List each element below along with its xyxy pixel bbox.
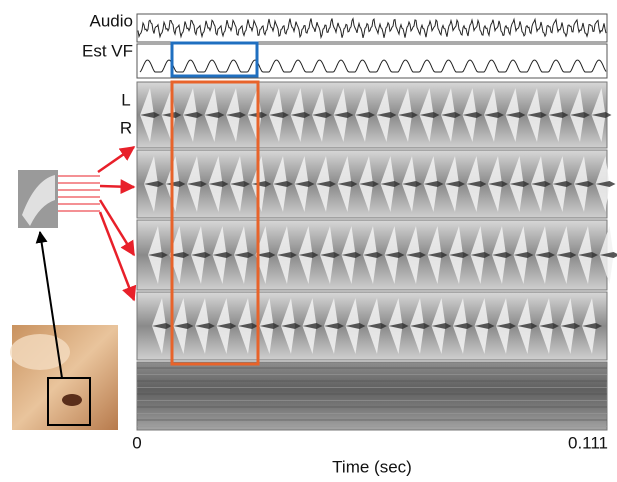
endoscopy-image <box>10 325 118 430</box>
red-arrows <box>98 147 134 300</box>
scan-lines <box>58 176 100 211</box>
x-tick-start: 0 <box>132 433 141 452</box>
est-vf-label: Est VF <box>82 41 133 60</box>
figure: Audio Est VF L R 0 0.111 Time (sec) <box>0 0 617 482</box>
x-axis-label: Time (sec) <box>332 457 412 476</box>
x-tick-end: 0.111 <box>568 433 608 452</box>
thumbnail <box>18 170 58 228</box>
audio-label: Audio <box>90 11 133 30</box>
left-label: L <box>121 90 130 109</box>
signal-strips <box>137 14 607 78</box>
right-label: R <box>120 118 132 137</box>
kymograms <box>137 82 617 430</box>
